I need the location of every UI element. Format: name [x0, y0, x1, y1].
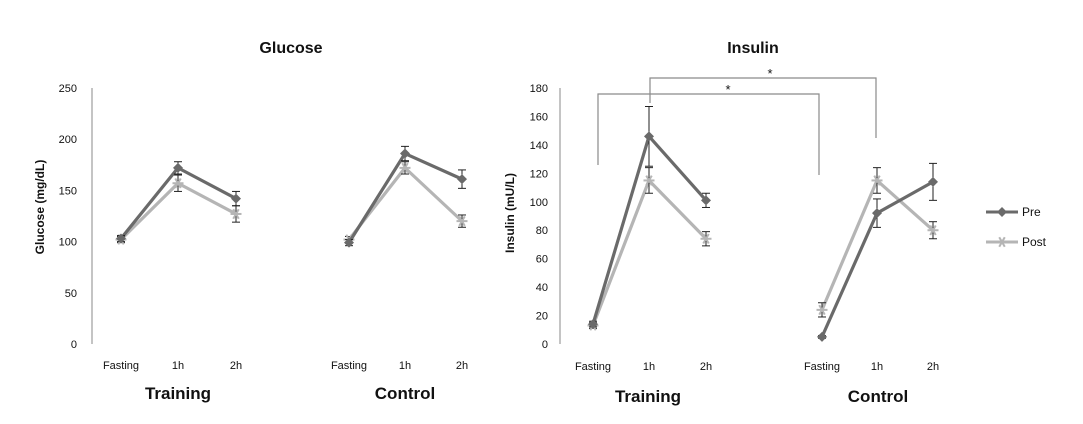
glucose-pre-point [173, 162, 183, 173]
insulin-post-point [643, 175, 655, 186]
insulin-x-tick-label: 2h [927, 361, 939, 373]
glucose-y-tick-label: 50 [65, 288, 77, 300]
insulin-group-label-training: Training [615, 387, 681, 406]
glucose-y-tick-label: 0 [71, 339, 77, 351]
insulin-post-point [700, 233, 712, 245]
glucose-x-tick-label: Fasting [331, 360, 367, 372]
glucose-y-tick-label: 150 [59, 185, 77, 197]
insulin-post-point [816, 304, 828, 316]
glucose-post-line-control [347, 166, 464, 241]
insulin-y-tick-label: 20 [536, 311, 548, 323]
insulin-y-tick-label: 60 [536, 254, 548, 266]
insulin-x-tick-label: 1h [871, 361, 883, 373]
glucose-y-tick-label: 100 [59, 237, 77, 249]
significance-star-fasting: * [725, 82, 730, 97]
significance-bracket-1h [649, 77, 877, 138]
glucose-post-point [399, 162, 411, 174]
insulin-title: Insulin [727, 40, 779, 57]
insulin-y-tick-label: 80 [536, 225, 548, 237]
insulin-y-tick-label: 160 [530, 111, 548, 123]
glucose-group-label-training: Training [145, 384, 211, 403]
insulin-y-tick-label: 40 [536, 282, 548, 294]
glucose-chart: Glucose Glucose (mg/dL) Training Control [33, 40, 435, 403]
insulin-y-tick-label: 0 [542, 339, 548, 351]
glucose-x-tick-label: 2h [230, 360, 242, 372]
insulin-x-tick-label: Fasting [804, 361, 840, 373]
insulin-group-label-control: Control [848, 387, 908, 406]
glucose-x-tick-label: 1h [399, 360, 411, 372]
insulin-post-point [927, 224, 939, 236]
legend-pre-marker [997, 207, 1007, 217]
insulin-pre-point [872, 208, 882, 219]
glucose-pre-point [400, 148, 410, 159]
glucose-x-tick-label: 1h [172, 360, 184, 372]
insulin-x-tick-label: 2h [700, 361, 712, 373]
insulin-x-tick-label: 1h [643, 361, 655, 373]
glucose-y-axis-label: Glucose (mg/dL) [33, 160, 47, 255]
significance-bracket-fasting [597, 93, 820, 175]
glucose-post-point [172, 177, 184, 189]
insulin-pre-point [588, 319, 598, 330]
insulin-pre-point [701, 195, 711, 206]
glucose-x-tick-label: 2h [456, 360, 468, 372]
glucose-pre-point [116, 233, 126, 244]
legend-post-marker [996, 236, 1008, 248]
glucose-pre-point [457, 174, 467, 185]
legend-post-label: Post [1022, 235, 1047, 249]
glucose-pre-point [344, 237, 354, 248]
insulin-pre-point [644, 131, 654, 142]
glucose-pre-point [231, 193, 241, 204]
insulin-pre-point [928, 176, 938, 187]
insulin-y-tick-label: 120 [530, 168, 548, 180]
insulin-post-line-training [591, 178, 708, 327]
chart-marks: 0 50 100 150 200 250 Fasting 1h 2h Fasting 1h 2h 0 20… [59, 83, 939, 373]
legend-pre-label: Pre [1022, 205, 1041, 219]
insulin-y-tick-label: 140 [530, 140, 548, 152]
insulin-y-tick-label: 180 [530, 83, 548, 95]
glucose-y-tick-label: 250 [59, 83, 77, 95]
significance-star-1h: * [767, 66, 772, 81]
insulin-x-tick-label: Fasting [575, 361, 611, 373]
insulin-y-tick-label: 100 [530, 197, 548, 209]
insulin-chart: Insulin Insulin (mU/L) Training Control … [503, 40, 908, 406]
legend: Pre Post [986, 205, 1047, 249]
glucose-post-point [456, 215, 468, 227]
insulin-pre-point [817, 331, 827, 342]
glucose-post-point [230, 208, 242, 220]
glucose-title: Glucose [259, 40, 322, 57]
glucose-x-tick-label: Fasting [103, 360, 139, 372]
insulin-y-axis-label: Insulin (mU/L) [503, 173, 517, 253]
glucose-group-label-control: Control [375, 384, 435, 403]
glucose-y-tick-label: 200 [59, 134, 77, 146]
insulin-post-point [871, 175, 883, 186]
